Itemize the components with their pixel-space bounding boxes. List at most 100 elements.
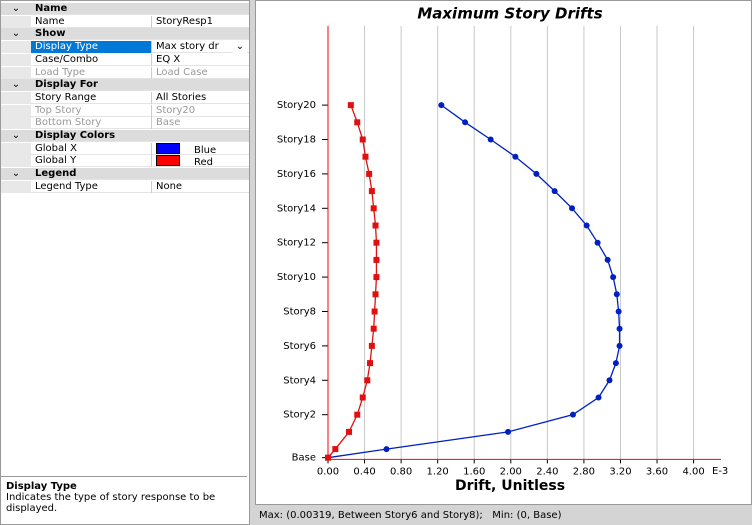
- property-row[interactable]: Legend Type None: [1, 180, 249, 193]
- property-label: Story Range: [35, 91, 152, 104]
- property-grid: Display Type Indicates the type of story…: [0, 0, 250, 525]
- point: [370, 325, 377, 332]
- property-row[interactable]: Story Range All Stories: [1, 91, 249, 104]
- property-value[interactable]: All Stories: [156, 92, 248, 104]
- color-swatch: [156, 142, 180, 154]
- point: [569, 411, 576, 418]
- group-header[interactable]: ⌄ Display Colors: [1, 130, 249, 142]
- group-header[interactable]: ⌄ Display For: [1, 79, 249, 92]
- color-swatch: [156, 155, 180, 167]
- x-tick-label: 0.00: [317, 466, 339, 477]
- property-value: Load Case: [156, 67, 248, 79]
- description-title: Display Type: [6, 481, 77, 492]
- collapse-chevron[interactable]: ⌄: [1, 3, 31, 15]
- value-text: Base: [156, 117, 181, 129]
- property-label: Global X: [35, 142, 152, 155]
- property-row[interactable]: Name StoryResp1: [1, 15, 249, 28]
- y-tick-label: Story2: [283, 410, 316, 421]
- point: [364, 377, 371, 384]
- point: [612, 360, 619, 367]
- point: [533, 170, 540, 177]
- point: [383, 446, 390, 453]
- chart-panel: Maximum Story Drifts Drift, Unitless E-3…: [255, 0, 752, 505]
- row-gutter: [1, 41, 31, 54]
- value-text: Red: [194, 157, 213, 168]
- property-label: Case/Combo: [35, 53, 152, 66]
- property-label: Name: [35, 15, 152, 28]
- property-label: Load Type: [35, 66, 152, 79]
- dropdown-arrow[interactable]: ⌄: [233, 41, 247, 54]
- property-row: Bottom Story Base: [1, 117, 249, 130]
- property-value[interactable]: Red: [156, 155, 248, 167]
- row-gutter: [1, 15, 31, 28]
- y-tick-label: Story18: [277, 135, 316, 146]
- value-text: Max story dr: [156, 41, 219, 53]
- x-axis-unit: E-3: [712, 466, 728, 477]
- x-tick-label: 0.40: [353, 466, 375, 477]
- collapse-chevron[interactable]: ⌄: [1, 79, 31, 92]
- row-gutter: [1, 53, 31, 66]
- property-label: Legend Type: [35, 180, 152, 193]
- property-value: Story20: [156, 105, 248, 117]
- x-tick-label: 4.00: [682, 466, 704, 477]
- collapse-chevron[interactable]: ⌄: [1, 168, 31, 181]
- property-value[interactable]: None: [156, 181, 248, 193]
- point: [438, 102, 445, 109]
- y-tick-label: Base: [292, 453, 316, 464]
- x-tick-label: 1.20: [427, 466, 449, 477]
- point: [613, 291, 620, 298]
- collapse-chevron[interactable]: ⌄: [1, 28, 31, 41]
- property-label: Top Story: [35, 104, 152, 117]
- description-text: Indicates the type of story response to …: [6, 492, 216, 514]
- row-gutter: [1, 142, 31, 155]
- row-gutter: [1, 155, 31, 168]
- property-row[interactable]: Global X Blue: [1, 142, 249, 155]
- group-header[interactable]: ⌄ Legend: [1, 168, 249, 181]
- property-value[interactable]: Blue: [156, 142, 248, 155]
- series-line: [327, 104, 621, 459]
- collapse-chevron[interactable]: ⌄: [1, 130, 31, 142]
- chart-title: Maximum Story Drifts: [417, 5, 602, 23]
- point: [512, 153, 519, 160]
- property-label: Global Y: [35, 155, 152, 168]
- x-tick-label: 3.60: [646, 466, 668, 477]
- property-value[interactable]: EQ X: [156, 54, 248, 66]
- group-header[interactable]: ⌄ Name: [1, 3, 249, 15]
- property-value[interactable]: Max story dr: [156, 41, 236, 53]
- point: [610, 274, 617, 281]
- row-gutter: [1, 117, 31, 130]
- point: [616, 342, 623, 349]
- value-text: StoryResp1: [156, 15, 213, 27]
- property-row[interactable]: Global Y Red: [1, 155, 249, 168]
- chart: Maximum Story Drifts Drift, Unitless E-3…: [277, 5, 728, 495]
- status-bar: Max: (0.00319, Between Story6 and Story8…: [259, 510, 562, 521]
- point: [505, 428, 512, 435]
- point: [332, 446, 339, 453]
- point: [372, 222, 379, 229]
- y-tick-label: Story10: [277, 272, 316, 283]
- property-value: Base: [156, 117, 248, 129]
- point: [594, 239, 601, 246]
- point: [346, 428, 353, 435]
- x-tick-label: 1.60: [463, 466, 485, 477]
- point: [368, 188, 375, 195]
- series-line: [327, 104, 378, 459]
- point: [368, 342, 375, 349]
- point: [372, 291, 379, 298]
- point: [354, 411, 361, 418]
- value-text: Load Case: [156, 66, 208, 78]
- property-row: Load Type Load Case: [1, 66, 249, 79]
- property-row[interactable]: Case/Combo EQ X: [1, 53, 249, 66]
- group-header[interactable]: ⌄ Show: [1, 28, 249, 41]
- y-tick-label: Story12: [277, 238, 316, 249]
- y-tick-label: Story6: [283, 341, 316, 352]
- y-tick-label: Story16: [277, 169, 316, 180]
- point: [373, 239, 380, 246]
- property-value[interactable]: StoryResp1: [156, 16, 248, 28]
- x-tick-label: 3.20: [609, 466, 631, 477]
- point: [359, 136, 366, 143]
- property-row[interactable]: Display Type Max story dr ⌄: [1, 41, 249, 54]
- point: [362, 153, 369, 160]
- point: [373, 256, 380, 263]
- point: [595, 394, 602, 401]
